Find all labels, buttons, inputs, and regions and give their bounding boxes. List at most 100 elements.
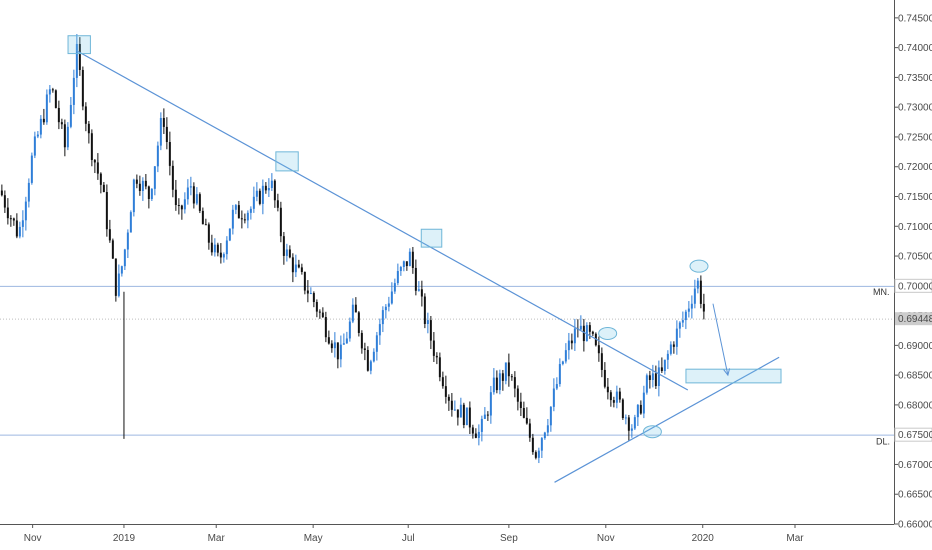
y-tick-label: 0.72000 bbox=[898, 162, 932, 173]
candle-body bbox=[297, 264, 300, 268]
highlight-box bbox=[420, 228, 443, 248]
candle-body bbox=[234, 205, 237, 210]
candle-body bbox=[465, 407, 468, 426]
y-tick-label: 0.68000 bbox=[898, 400, 932, 411]
candle-body bbox=[609, 392, 612, 401]
candle-body bbox=[687, 308, 690, 312]
candle-body bbox=[534, 452, 537, 458]
candle-body bbox=[423, 296, 426, 324]
candle-body bbox=[402, 261, 405, 267]
candle-body bbox=[327, 337, 330, 344]
candle-body bbox=[636, 404, 639, 418]
candle-body bbox=[585, 325, 588, 342]
candle-body bbox=[684, 311, 687, 321]
candle-body bbox=[678, 322, 681, 329]
candle-body bbox=[498, 373, 501, 391]
candle-body bbox=[645, 375, 648, 393]
candle-body bbox=[432, 340, 435, 356]
candle-body bbox=[537, 450, 540, 458]
y-tick-label: 0.69000 bbox=[898, 341, 932, 352]
candle-body bbox=[174, 189, 177, 206]
svg-text:0.70000: 0.70000 bbox=[898, 281, 932, 292]
candle-body bbox=[639, 404, 642, 414]
candle-body bbox=[648, 375, 651, 380]
candle-body bbox=[615, 391, 618, 403]
candle-body bbox=[21, 220, 24, 227]
candle-body bbox=[90, 133, 93, 160]
candle-body bbox=[468, 407, 471, 428]
candle-body bbox=[330, 343, 333, 349]
resistance-price-badge: 0.70000 bbox=[894, 278, 932, 293]
candle-body bbox=[435, 355, 438, 358]
candle-body bbox=[150, 188, 153, 199]
candle-body bbox=[288, 249, 291, 258]
candle-body bbox=[375, 335, 378, 352]
candle-body bbox=[138, 183, 141, 191]
candle-body bbox=[165, 126, 168, 143]
candle-body bbox=[6, 207, 9, 219]
resistance-level-label: MN. bbox=[873, 287, 890, 297]
candle-body bbox=[669, 344, 672, 354]
candle-body bbox=[606, 386, 609, 393]
candle-body bbox=[378, 324, 381, 336]
candle-body bbox=[201, 210, 204, 225]
highlight-box bbox=[275, 151, 299, 172]
candle-body bbox=[549, 406, 552, 426]
x-tick-label: Nov bbox=[24, 533, 42, 544]
candle-body bbox=[306, 290, 309, 294]
candle-body bbox=[54, 90, 57, 108]
candle-body bbox=[384, 306, 387, 311]
y-tick-label: 0.72500 bbox=[898, 132, 932, 143]
candle-body bbox=[348, 321, 351, 339]
candle-body bbox=[519, 401, 522, 409]
candle-body bbox=[369, 361, 372, 371]
candle-body bbox=[186, 187, 189, 200]
candle-body bbox=[105, 192, 108, 230]
candle-body bbox=[81, 69, 84, 107]
candle-body bbox=[507, 362, 510, 377]
x-tick-label: 2019 bbox=[113, 533, 136, 544]
candle-body bbox=[279, 207, 282, 237]
candle-body bbox=[426, 320, 429, 324]
candle-body bbox=[387, 303, 390, 307]
candle-body bbox=[543, 432, 546, 439]
candle-body bbox=[324, 317, 327, 338]
candle-body bbox=[168, 142, 171, 166]
candle-body bbox=[618, 391, 621, 400]
candle-body bbox=[243, 219, 246, 221]
candle-body bbox=[417, 289, 420, 291]
candle-body bbox=[276, 200, 279, 208]
candle-body bbox=[474, 433, 477, 438]
candle-body bbox=[561, 361, 564, 365]
candle-body bbox=[336, 342, 339, 360]
x-tick-label: Mar bbox=[208, 533, 226, 544]
candle-body bbox=[339, 344, 342, 360]
candle-body bbox=[699, 280, 702, 304]
candle-body bbox=[456, 409, 459, 418]
candle-body bbox=[237, 205, 240, 219]
candle-body bbox=[693, 288, 696, 304]
candle-body bbox=[366, 349, 369, 371]
candle-body bbox=[450, 400, 453, 410]
candle-body bbox=[579, 325, 582, 330]
annotations bbox=[67, 35, 782, 483]
candle-body bbox=[501, 373, 504, 381]
candle-body bbox=[120, 266, 123, 274]
candle-body bbox=[525, 417, 528, 424]
candle-body bbox=[528, 423, 531, 438]
candle-body bbox=[15, 220, 18, 237]
candle-body bbox=[489, 392, 492, 416]
candle-body bbox=[690, 303, 693, 309]
candle-body bbox=[9, 218, 12, 220]
candle-body bbox=[63, 124, 66, 148]
x-tick-label: Sep bbox=[500, 533, 518, 544]
candle-body bbox=[114, 258, 117, 296]
candle-body bbox=[567, 340, 570, 351]
candle-body bbox=[282, 236, 285, 256]
candle-body bbox=[552, 388, 555, 407]
candle-body bbox=[702, 303, 705, 312]
candle-body bbox=[396, 271, 399, 284]
candle-body bbox=[429, 320, 432, 341]
candle-body bbox=[360, 332, 363, 349]
